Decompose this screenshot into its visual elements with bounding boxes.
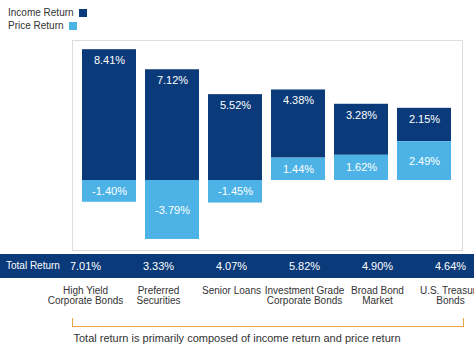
svg-text:7.12%: 7.12% bbox=[157, 74, 188, 86]
svg-text:U.S. TreasuryBonds: U.S. TreasuryBonds bbox=[420, 285, 474, 306]
svg-text:1.44%: 1.44% bbox=[283, 163, 314, 175]
svg-text:4.07%: 4.07% bbox=[216, 260, 247, 272]
html-text:Income Return: Income Return bbox=[8, 7, 74, 18]
svg-text:4.64%: 4.64% bbox=[435, 260, 466, 272]
svg-text:High YieldCorporate Bonds: High YieldCorporate Bonds bbox=[48, 285, 124, 306]
html-text:Total return is primarily comp: Total return is primarily composed of in… bbox=[73, 332, 401, 344]
svg-text:4.38%: 4.38% bbox=[283, 94, 314, 106]
svg-text:7.01%: 7.01% bbox=[70, 260, 101, 272]
svg-text:Senior Loans: Senior Loans bbox=[202, 285, 261, 296]
svg-text:-3.79%: -3.79% bbox=[155, 203, 190, 215]
svg-text:1.62%: 1.62% bbox=[346, 161, 377, 173]
svg-text:5.82%: 5.82% bbox=[289, 260, 320, 272]
svg-text:2.15%: 2.15% bbox=[409, 113, 440, 125]
svg-text:PreferredSecurities: PreferredSecurities bbox=[137, 285, 181, 306]
svg-text:-1.45%: -1.45% bbox=[218, 185, 253, 197]
svg-text:4.90%: 4.90% bbox=[362, 260, 393, 272]
svg-text:8.41%: 8.41% bbox=[94, 54, 125, 66]
html-text:Total Return: Total Return bbox=[6, 260, 60, 271]
svg-text:5.52%: 5.52% bbox=[220, 99, 251, 111]
svg-text:-1.40%: -1.40% bbox=[92, 185, 127, 197]
svg-text:2.49%: 2.49% bbox=[409, 155, 440, 167]
html-text:Price Return: Price Return bbox=[8, 20, 64, 31]
svg-text:Broad BondMarket: Broad BondMarket bbox=[351, 285, 404, 306]
svg-text:Investment GradeCorporate Bond: Investment GradeCorporate Bonds bbox=[265, 285, 345, 306]
svg-text:3.33%: 3.33% bbox=[143, 260, 174, 272]
svg-text:3.28%: 3.28% bbox=[346, 109, 377, 121]
